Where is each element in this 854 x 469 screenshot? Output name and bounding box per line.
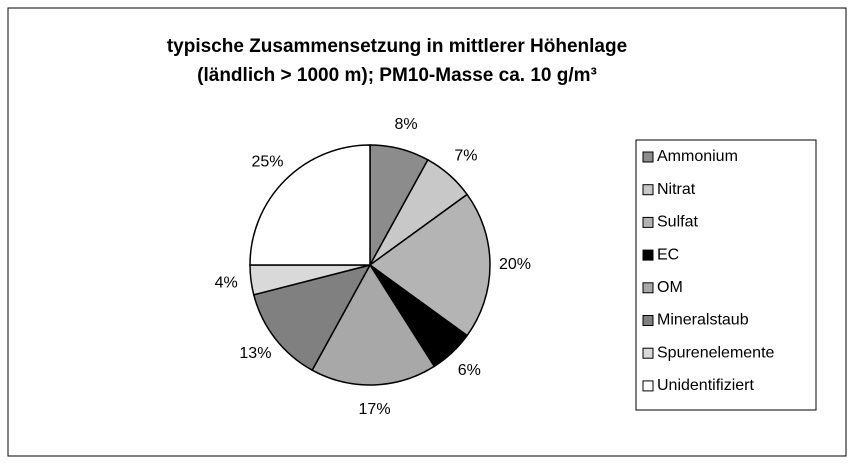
legend-swatch <box>642 282 654 294</box>
pie-slice <box>368 193 491 337</box>
legend-label: Nitrat <box>657 181 696 198</box>
legend-swatch <box>642 380 654 392</box>
legend-swatch <box>642 151 654 163</box>
legend-label: Unidentifiziert <box>657 377 754 394</box>
legend-swatch <box>642 184 654 196</box>
legend-box <box>635 139 817 411</box>
legend-label: Mineralstaub <box>657 312 749 329</box>
legend-label: OM <box>657 279 683 296</box>
data-label: 17% <box>359 401 391 418</box>
data-label: 13% <box>239 345 271 362</box>
data-label: 20% <box>499 256 531 273</box>
legend-label: Ammonium <box>657 148 738 165</box>
pie-slice <box>252 263 372 372</box>
pie-slice <box>249 144 371 266</box>
legend-label: EC <box>657 246 679 263</box>
chart-subtitle: (ländlich > 1000 m); PM10-Masse ca. 10 g… <box>197 65 597 86</box>
data-label: 25% <box>251 154 283 171</box>
chart-title: typische Zusammensetzung in mittlerer Hö… <box>167 36 627 57</box>
legend-swatch <box>642 315 654 326</box>
legend-swatch <box>642 347 654 359</box>
data-label: 7% <box>454 147 477 164</box>
pie-slice <box>311 263 436 386</box>
legend-swatch <box>642 249 654 261</box>
legend-label: Spurenelemente <box>657 344 775 361</box>
data-label: 6% <box>458 362 481 379</box>
data-label: 8% <box>394 116 417 133</box>
legend-swatch <box>642 216 654 228</box>
data-label: 4% <box>215 274 238 291</box>
legend-label: Sulfat <box>657 214 698 231</box>
